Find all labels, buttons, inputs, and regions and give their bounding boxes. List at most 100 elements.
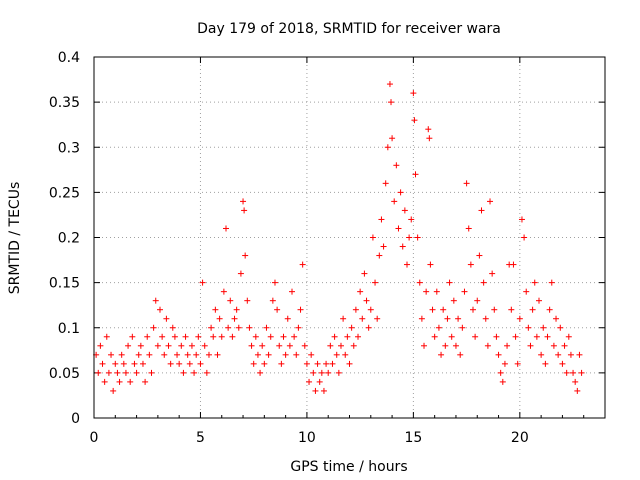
data-point: [504, 342, 511, 349]
data-point: [118, 351, 125, 358]
data-point: [523, 288, 530, 295]
data-point: [191, 369, 198, 376]
data-point: [427, 261, 434, 268]
data-point: [144, 333, 151, 340]
data-point: [103, 333, 110, 340]
data-point: [193, 351, 200, 358]
data-point: [99, 360, 106, 367]
y-tick-label: 0: [71, 411, 80, 427]
data-point: [574, 387, 581, 394]
data-point: [395, 225, 402, 232]
data-point: [433, 288, 440, 295]
data-point: [276, 342, 283, 349]
data-point: [114, 369, 121, 376]
y-tick-label: 0.1: [58, 321, 80, 337]
data-point: [414, 234, 421, 241]
data-point: [214, 351, 221, 358]
data-point: [472, 333, 479, 340]
data-point: [367, 306, 374, 313]
data-point: [150, 324, 157, 331]
data-point: [435, 324, 442, 331]
data-point: [480, 279, 487, 286]
data-point: [267, 333, 274, 340]
data-point: [110, 387, 117, 394]
data-point: [512, 333, 519, 340]
data-point: [293, 351, 300, 358]
data-point: [357, 288, 364, 295]
data-point: [146, 351, 153, 358]
data-point: [340, 315, 347, 322]
y-axis-label: SRMTID / TECUs: [7, 182, 23, 295]
data-point: [421, 342, 428, 349]
data-point: [171, 333, 178, 340]
y-tick-label: 0.3: [58, 140, 80, 156]
data-point: [129, 333, 136, 340]
data-point: [425, 126, 432, 133]
data-point: [101, 378, 108, 385]
data-point: [163, 315, 170, 322]
data-point: [116, 378, 123, 385]
data-point: [169, 324, 176, 331]
y-tick-label: 0.4: [58, 50, 80, 66]
x-tick-labels: 0 5 10 15 20: [90, 430, 529, 446]
data-point: [152, 297, 159, 304]
data-point: [542, 360, 549, 367]
data-point: [438, 351, 445, 358]
data-point: [393, 162, 400, 169]
x-tick-label: 10: [298, 430, 316, 446]
data-point: [306, 378, 313, 385]
data-point: [489, 270, 496, 277]
data-point: [408, 216, 415, 223]
data-point: [297, 306, 304, 313]
data-point: [510, 261, 517, 268]
data-point: [372, 279, 379, 286]
data-point: [442, 342, 449, 349]
data-point: [540, 324, 547, 331]
data-point: [131, 360, 138, 367]
grid-lines: [94, 57, 605, 418]
data-point: [525, 324, 532, 331]
data-point: [508, 306, 515, 313]
data-point: [401, 207, 408, 214]
data-point: [457, 351, 464, 358]
data-point: [406, 234, 413, 241]
data-point: [444, 315, 451, 322]
data-point: [544, 333, 551, 340]
data-point: [289, 288, 296, 295]
data-point: [514, 360, 521, 367]
data-point: [323, 360, 330, 367]
data-point: [376, 252, 383, 259]
data-point: [225, 324, 232, 331]
data-point: [378, 216, 385, 223]
x-tick-label: 15: [404, 430, 422, 446]
data-point: [352, 306, 359, 313]
data-point: [199, 279, 206, 286]
data-point: [176, 360, 183, 367]
data-point: [346, 360, 353, 367]
data-point: [291, 333, 298, 340]
data-point: [565, 333, 572, 340]
data-point: [139, 360, 146, 367]
data-point: [474, 297, 481, 304]
data-point: [120, 360, 127, 367]
data-point: [487, 198, 494, 205]
data-point: [518, 216, 525, 223]
data-point: [159, 333, 166, 340]
data-point: [308, 351, 315, 358]
data-point: [350, 342, 357, 349]
data-point: [182, 333, 189, 340]
data-point: [320, 387, 327, 394]
data-point: [361, 270, 368, 277]
data-point: [310, 369, 317, 376]
chart-title: Day 179 of 2018, SRMTID for receiver war…: [197, 21, 501, 37]
data-point: [337, 342, 344, 349]
data-point: [333, 351, 340, 358]
data-point: [301, 342, 308, 349]
data-point: [284, 315, 291, 322]
data-point: [174, 351, 181, 358]
data-point: [491, 306, 498, 313]
data-point: [195, 333, 202, 340]
data-point: [235, 324, 242, 331]
data-point: [263, 324, 270, 331]
data-point: [201, 342, 208, 349]
